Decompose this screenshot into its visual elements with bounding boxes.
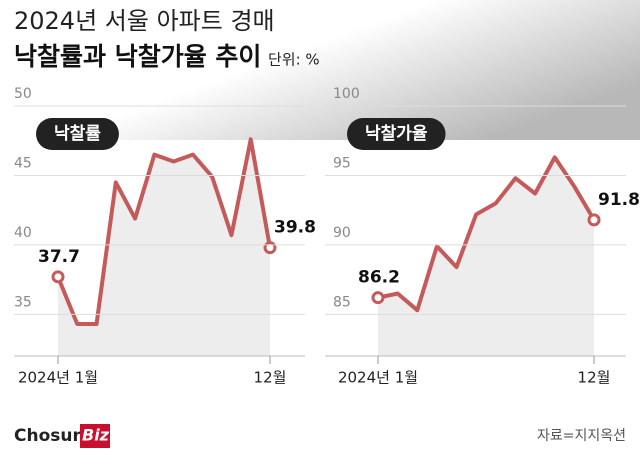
y-tick-label: 85 [333,294,351,310]
x-tick-label: 2024년 1월 [18,369,98,387]
area [378,157,594,356]
unit: 단위: % [268,51,320,69]
y-tick-label: 100 [333,86,360,102]
y-tick-label: 90 [333,225,351,241]
background [0,0,640,140]
line [377,155,596,313]
y-tick-label: 35 [14,294,32,310]
series-badge-label: 낙찰가율 [365,124,428,144]
logo-box [80,424,110,448]
y-tick-label: 95 [333,155,351,171]
y-tick-label: 40 [14,225,32,241]
point [263,241,277,255]
source: 자료=지지옥션 [537,428,626,444]
logo-highlight: Biz [82,426,110,445]
data-label: 37.7 [38,247,80,267]
logo: Chosun [14,426,85,446]
series-badge [36,118,119,150]
subtitle: 낙찰률과 낙찰가율 추이 [14,42,261,71]
x-tick-label: 2024년 1월 [338,369,418,387]
line [56,137,272,327]
data-label: 39.8 [274,218,316,238]
data-label: 86.2 [358,268,400,288]
point [51,270,65,284]
title: 2024년 서울 아파트 경매 [14,7,275,35]
x-tick-label: 12월 [578,369,611,387]
x-tick-label: 12월 [254,369,287,387]
data-label: 91.8 [598,190,640,210]
series-badge-label: 낙찰률 [54,124,101,144]
y-tick-label: 45 [14,155,32,171]
series-badge [347,118,446,150]
point [587,213,601,227]
y-tick-label: 50 [14,86,32,102]
point [371,291,385,305]
